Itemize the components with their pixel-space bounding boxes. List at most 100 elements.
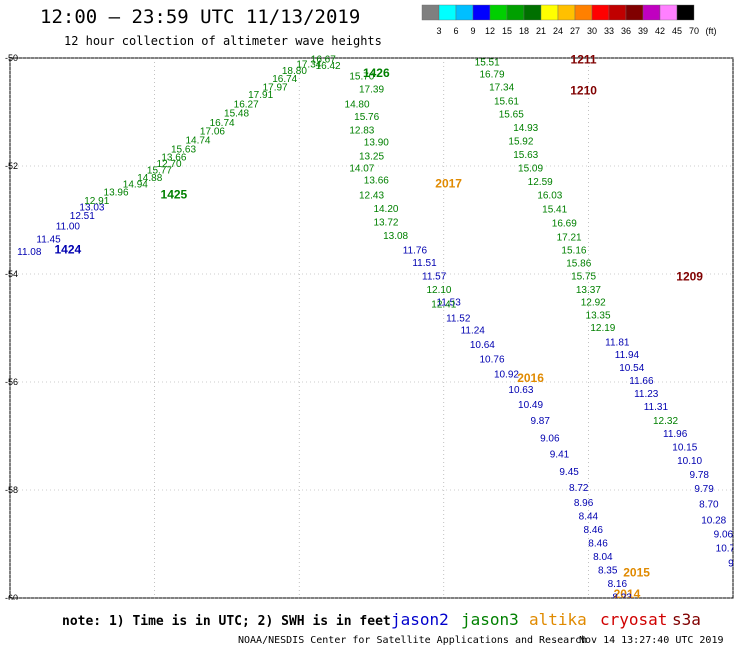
wave-height-value: 16.79 — [479, 69, 504, 80]
wave-height-value: 13.66 — [161, 153, 186, 164]
wave-height-value: 13.90 — [364, 137, 389, 148]
wave-height-value: 9.06 — [540, 433, 560, 444]
wave-height-value: 16.69 — [552, 218, 577, 229]
wave-height-value: 14.74 — [185, 135, 210, 146]
wave-height-value: 8.44 — [579, 512, 599, 523]
scale-label: 3 — [436, 26, 441, 36]
wave-height-color-scale: 3 6 9 12 15 18 21 24 27 30 33 36 39 42 45 70 (ft) — [421, 4, 717, 36]
wave-height-value: 15.63 — [513, 150, 538, 161]
wave-height-value: 8.04 — [593, 552, 613, 563]
wave-height-value: 8.96 — [574, 498, 594, 509]
wave-height-value: 11.94 — [615, 350, 640, 361]
wave-height-value: 11.31 — [644, 402, 669, 413]
wave-height-value: 15.41 — [542, 204, 567, 215]
pass-label: 1209 — [676, 269, 703, 283]
wave-height-value: 12.59 — [528, 177, 553, 188]
wave-height-value: 14.07 — [349, 163, 374, 174]
scale-label: 33 — [604, 26, 614, 36]
wave-height-value: 9.06 — [714, 530, 734, 541]
wave-height-value: 8.43 — [733, 574, 740, 585]
wave-height-value: 9.78 — [690, 470, 710, 481]
wave-height-value: 13.35 — [586, 310, 611, 321]
wave-height-value: 9.41 — [550, 450, 570, 461]
scale-label: 27 — [570, 26, 580, 36]
pass-label: 1210 — [570, 84, 597, 98]
wave-height-value: 14.88 — [137, 173, 162, 184]
wave-height-value: 16.03 — [537, 190, 562, 201]
wave-height-value: 11.51 — [412, 258, 437, 269]
legend-item-jason2: jason2 — [391, 610, 449, 629]
lat-tick-label: -58 — [5, 485, 18, 495]
wave-height-value: 15.51 — [475, 58, 500, 69]
wave-height-value: 8.70 — [699, 499, 719, 510]
wave-height-value: 11.66 — [629, 376, 654, 387]
wave-height-value: 11.52 — [446, 314, 471, 325]
lat-tick-label: -54 — [5, 269, 18, 279]
wave-height-value: 10.28 — [701, 515, 726, 526]
wave-height-value: 16.67 — [311, 54, 336, 65]
scale-label: 45 — [672, 26, 682, 36]
scale-label: 39 — [638, 26, 648, 36]
lat-tick-label: -56 — [5, 377, 18, 387]
wave-height-value: 12.10 — [426, 285, 451, 296]
wave-height-map: 150153156159162165-50-52-54-56-58-6011.0… — [5, 52, 740, 600]
wave-height-value: 13.08 — [383, 231, 408, 242]
pass-label: 2015 — [623, 565, 650, 579]
pass-label: 1424 — [54, 242, 81, 256]
scale-label: 6 — [453, 26, 458, 36]
legend-item-altika: altika — [529, 610, 587, 629]
wave-height-value: 16.42 — [316, 61, 341, 72]
footer-credit: NOAA/NESDIS Center for Satellite Applica… — [238, 635, 588, 646]
wave-height-value: 14.80 — [345, 100, 370, 111]
scale-label: 70 — [689, 26, 699, 36]
wave-height-value: 15.09 — [518, 163, 543, 174]
pass-label: 2017 — [435, 177, 462, 191]
scale-swatch — [676, 4, 695, 21]
wave-height-value: 17.91 — [248, 90, 273, 101]
wave-height-value: 15.77 — [147, 166, 172, 177]
wave-height-value: 15.75 — [571, 271, 596, 282]
legend-item-s3a: s3a — [672, 610, 701, 629]
wave-height-value: 14.20 — [373, 204, 398, 215]
scale-label: 42 — [655, 26, 665, 36]
wave-height-value: 8.46 — [588, 539, 608, 550]
lat-tick-label: -52 — [5, 161, 18, 171]
scale-label: 18 — [519, 26, 529, 36]
wave-height-value: 16.27 — [234, 100, 259, 111]
pass-label: 1425 — [161, 187, 188, 201]
pass-label: 1426 — [363, 66, 390, 80]
wave-height-value: 8.72 — [569, 483, 589, 494]
wave-height-value: 8.46 — [583, 525, 603, 536]
wave-height-value: 11.81 — [605, 337, 630, 348]
wave-height-value: 8.23 — [612, 593, 632, 600]
wave-height-value: 13.72 — [373, 217, 398, 228]
wave-height-value: 10.64 — [470, 340, 495, 351]
wave-height-value: 11.96 — [663, 429, 688, 440]
wave-height-value: 16.74 — [210, 118, 235, 129]
wave-height-value: 13.37 — [576, 285, 601, 296]
wave-height-value: 15.48 — [224, 108, 249, 119]
wave-height-value: 15.63 — [171, 145, 196, 156]
wave-height-value: 12.70 — [157, 159, 182, 170]
wave-height-value: 16.74 — [272, 74, 297, 85]
wave-height-value: 10.92 — [494, 370, 519, 381]
wave-height-value: 15.86 — [566, 258, 591, 269]
wave-height-value: 12.32 — [653, 416, 678, 427]
pass-label: 2014 — [614, 587, 641, 600]
wave-height-value: 17.97 — [263, 82, 288, 93]
wave-height-value: 9.79 — [694, 484, 714, 495]
pass-label: 1211 — [571, 52, 597, 66]
wave-height-value: 8.35 — [598, 566, 618, 577]
pass-label: 2016 — [517, 371, 544, 385]
wave-height-value: 11.57 — [422, 271, 447, 282]
scale-label: 21 — [536, 26, 546, 36]
wave-height-value: 11.24 — [461, 325, 486, 336]
wave-height-value: 14.94 — [123, 180, 148, 191]
wave-height-value: 15.65 — [499, 109, 524, 120]
wave-height-value: 13.25 — [359, 152, 384, 163]
wave-height-value: 13.96 — [104, 188, 129, 199]
wave-height-value: 8.16 — [608, 579, 628, 590]
wave-height-value: 10.49 — [518, 400, 543, 411]
wave-height-value: 10.63 — [508, 385, 533, 396]
legend-item-jason3: jason3 — [461, 610, 519, 629]
